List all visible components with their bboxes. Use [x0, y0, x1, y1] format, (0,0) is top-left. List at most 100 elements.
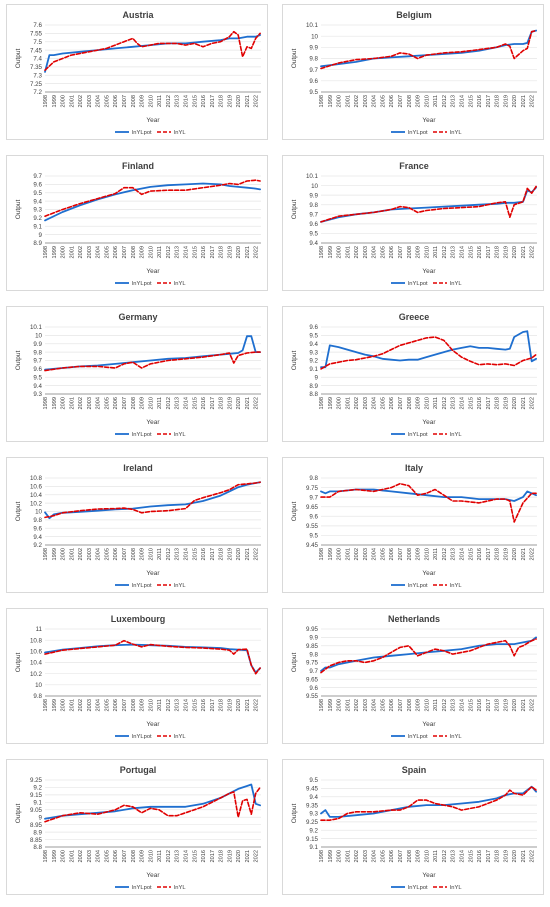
legend-label: lnYL	[174, 432, 186, 438]
x-tick-label: 2016	[477, 699, 483, 711]
x-tick-label: 2012	[442, 397, 448, 409]
x-tick-label: 2021	[521, 699, 527, 711]
x-tick-label: 2000	[337, 397, 343, 409]
x-tick-label: 2000	[337, 246, 343, 258]
series-line-lnyl	[44, 481, 261, 519]
x-tick-label: 1999	[328, 246, 334, 258]
x-tick-label: 2015	[192, 850, 198, 862]
x-tick-label: 2018	[495, 246, 501, 258]
y-tick-label: 10.1	[306, 173, 319, 180]
legend-label: lnYL	[450, 734, 462, 740]
x-tick-label: 2020	[512, 397, 518, 409]
x-tick-label: 2015	[192, 95, 198, 107]
x-tick-label: 2005	[104, 850, 110, 862]
y-tick-label: 9.25	[306, 819, 319, 826]
series-line-lnyl	[320, 482, 537, 523]
x-tick-label: 2003	[363, 397, 369, 409]
x-tick-label: 2017	[486, 397, 492, 409]
x-tick-label: 2001	[345, 95, 351, 107]
x-tick-label: 2008	[407, 95, 413, 107]
y-tick-label: 9.9	[33, 341, 42, 348]
y-axis-title: Output	[15, 49, 22, 69]
x-tick-label: 2017	[486, 548, 492, 560]
y-tick-label: 9.2	[309, 358, 318, 365]
x-tick-label: 2000	[337, 699, 343, 711]
x-tick-label: 2009	[416, 850, 422, 862]
x-tick-label: 2000	[61, 548, 67, 560]
x-tick-label: 1999	[52, 850, 58, 862]
y-tick-label: 10	[311, 183, 318, 190]
x-tick-label: 2013	[175, 548, 181, 560]
x-tick-label: 2002	[354, 699, 360, 711]
x-tick-label: 2020	[236, 397, 242, 409]
y-tick-label: 9.7	[309, 67, 318, 74]
x-tick-label: 2019	[227, 246, 233, 258]
x-tick-label: 2011	[157, 850, 163, 862]
x-axis-title: Year	[422, 268, 436, 275]
x-tick-label: 1998	[319, 699, 325, 711]
y-tick-label: 10	[35, 509, 42, 516]
chart-svg: Netherlands 9.559.6 9.659.79.75 9.89.859.9 9…	[291, 614, 537, 740]
x-tick-label: 2003	[363, 95, 369, 107]
x-tick-label: 2009	[416, 95, 422, 107]
x-tick-label: 2006	[113, 699, 119, 711]
x-tick-label: 2013	[451, 699, 457, 711]
x-axis-title: Year	[146, 721, 160, 728]
x-tick-label: 2016	[477, 95, 483, 107]
x-tick-label: 1999	[52, 548, 58, 560]
x-tick-label: 2003	[87, 397, 93, 409]
y-tick-label: 9.85	[306, 643, 319, 650]
x-tick-label: 1998	[43, 397, 49, 409]
series-line-lnyl	[44, 30, 261, 71]
x-tick-label: 2019	[227, 850, 233, 862]
legend-label: lnYLpot	[408, 885, 428, 891]
x-tick-label: 2012	[166, 397, 172, 409]
x-tick-label: 2013	[175, 397, 181, 409]
x-tick-label: 2021	[521, 397, 527, 409]
x-tick-label: 2000	[61, 397, 67, 409]
x-tick-label: 2011	[433, 95, 439, 107]
y-tick-label: 9.4	[33, 383, 42, 390]
x-tick-label: 2018	[495, 850, 501, 862]
y-tick-label: 9.1	[309, 366, 318, 373]
y-tick-label: 9.6	[309, 513, 318, 520]
x-tick-label: 2002	[78, 548, 84, 560]
x-tick-label: 2021	[521, 850, 527, 862]
x-tick-label: 2016	[201, 246, 207, 258]
x-tick-label: 2011	[433, 397, 439, 409]
y-axis-title: Output	[291, 351, 298, 371]
x-tick-label: 2002	[354, 95, 360, 107]
y-tick-label: 10	[35, 333, 42, 340]
x-tick-label: 2018	[219, 397, 225, 409]
x-tick-label: 2019	[227, 548, 233, 560]
x-tick-label: 2013	[451, 548, 457, 560]
x-tick-label: 2022	[530, 95, 536, 107]
legend-label: lnYLpot	[132, 432, 152, 438]
x-tick-label: 2015	[192, 246, 198, 258]
legend-label: lnYLpot	[132, 130, 152, 136]
x-tick-label: 1999	[52, 95, 58, 107]
y-tick-label: 9.5	[33, 190, 42, 197]
y-tick-label: 7.25	[30, 81, 43, 88]
series-line-lnyl	[320, 29, 537, 70]
x-tick-label: 2008	[131, 397, 137, 409]
x-tick-label: 2020	[512, 95, 518, 107]
y-tick-label: 9.4	[309, 794, 318, 801]
legend-label: lnYLpot	[132, 734, 152, 740]
x-tick-label: 2003	[87, 95, 93, 107]
x-tick-label: 2015	[468, 95, 474, 107]
x-tick-label: 2004	[372, 397, 378, 409]
x-tick-label: 2014	[459, 548, 465, 560]
x-tick-label: 2006	[389, 95, 395, 107]
x-tick-label: 2012	[166, 699, 172, 711]
y-tick-label: 9.15	[306, 836, 319, 843]
x-tick-label: 2011	[433, 850, 439, 862]
x-tick-label: 2001	[69, 548, 75, 560]
x-tick-label: 2003	[363, 246, 369, 258]
x-tick-label: 1999	[52, 397, 58, 409]
x-tick-label: 2006	[389, 850, 395, 862]
chart-title: Portugal	[120, 765, 157, 775]
legend-label: lnYL	[450, 885, 462, 891]
chart-svg: Spain 9.19.15 9.29.259.3 9.359.49.45 9.5 1998…	[291, 765, 537, 891]
